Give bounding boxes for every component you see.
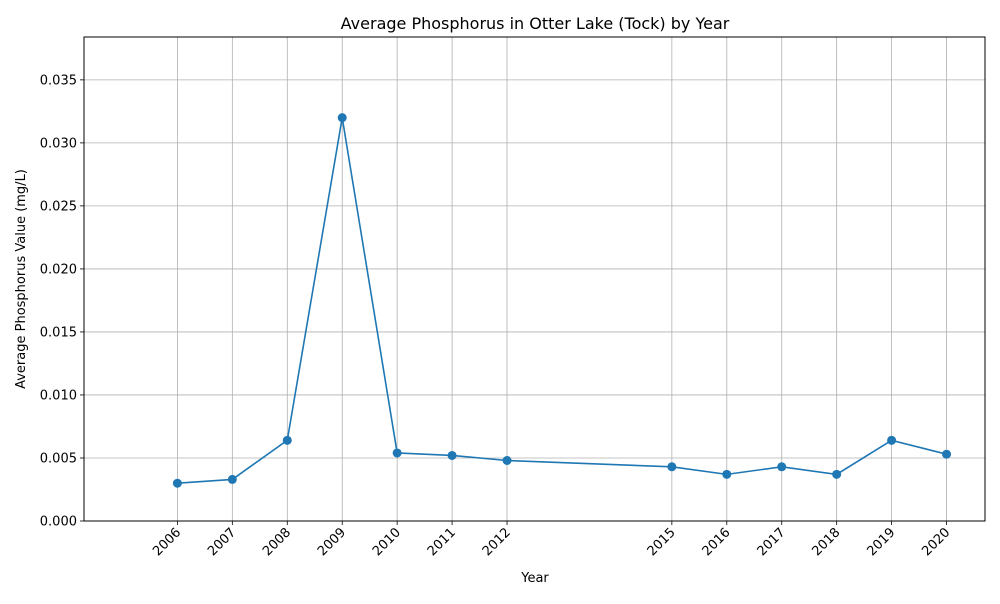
x-tick-label: 2009	[315, 525, 349, 559]
x-tick-label: 2016	[700, 525, 734, 559]
data-point-2020	[942, 449, 952, 459]
y-tick-label: 0.030	[40, 136, 77, 151]
x-tick-label: 2018	[809, 525, 843, 559]
data-point-2009	[337, 113, 347, 123]
y-tick-label: 0.015	[40, 325, 77, 340]
data-point-2010	[392, 448, 402, 458]
x-axis-ticks: 2006 2007 2008 2009 2010 2011 2012 2015 2016 2017…	[150, 521, 953, 559]
x-tick-label: 2017	[755, 525, 789, 559]
y-axis-label: Average Phosphorus Value (mg/L)	[14, 169, 29, 389]
data-point-2011	[447, 450, 457, 460]
x-axis-label: Year	[520, 571, 549, 586]
data-point-2016	[722, 469, 732, 479]
x-tick-label: 2015	[645, 525, 679, 559]
x-tick-label: 2011	[425, 525, 459, 559]
x-tick-label: 2006	[150, 525, 184, 559]
plot-area-frame	[83, 36, 986, 522]
y-tick-label: 0.025	[40, 199, 77, 214]
data-point-2017	[777, 462, 787, 472]
chart-title: Average Phosphorus in Otter Lake (Tock) …	[341, 14, 730, 33]
x-tick-label: 2007	[205, 525, 239, 559]
y-tick-label: 0.020	[40, 262, 77, 277]
data-point-2012	[502, 456, 512, 465]
x-tick-label: 2019	[864, 525, 898, 559]
x-tick-label: 2010	[370, 525, 404, 559]
grid-lines	[84, 37, 985, 522]
data-point-2007	[227, 474, 237, 484]
data-points	[172, 113, 952, 488]
data-point-2015	[667, 462, 677, 472]
series-line	[177, 117, 947, 484]
x-tick-label: 2012	[480, 525, 514, 559]
data-point-2008	[282, 435, 292, 445]
y-tick-label: 0.000	[40, 515, 77, 530]
y-tick-label: 0.005	[40, 451, 77, 466]
data-point-2019	[887, 435, 897, 445]
data-point-2006	[172, 478, 182, 488]
x-tick-label: 2008	[260, 525, 294, 559]
y-tick-label: 0.035	[40, 73, 77, 88]
x-tick-label: 2020	[919, 525, 953, 559]
y-tick-label: 0.010	[40, 388, 77, 403]
y-axis-ticks: 0.000 0.005 0.010 0.015 0.020 0.025 0.030 0.035	[40, 73, 84, 530]
data-point-2018	[832, 469, 842, 479]
